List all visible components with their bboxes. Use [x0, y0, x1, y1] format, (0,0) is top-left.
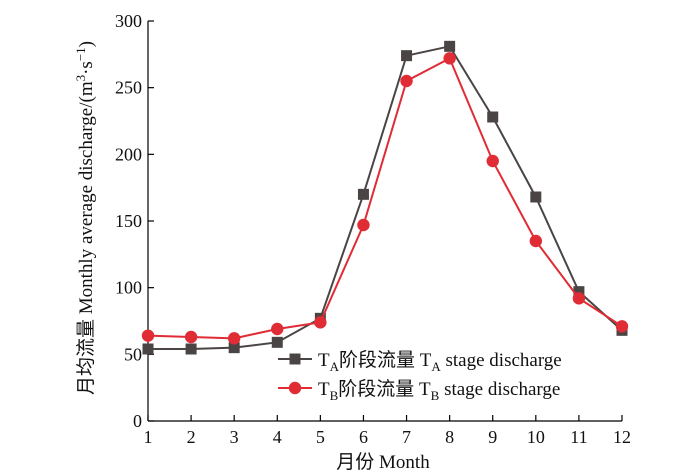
series-1-point [142, 343, 154, 355]
series-2-line [147, 56, 623, 340]
x-tick-label: 9 [488, 427, 497, 447]
series-1-point [444, 40, 456, 52]
y-tick-label: 300 [115, 11, 142, 31]
y-axis-title-prefix: 月均流量 Monthly average discharge/(m [75, 81, 97, 395]
series-2-point [184, 330, 198, 344]
legend-entry-1: TA阶段流量 TA stage discharge [278, 349, 562, 374]
series-2-point [357, 218, 370, 232]
series-1-point [228, 342, 240, 354]
series-2-point [314, 316, 327, 329]
y-axis-title-sup2: −1 [73, 47, 88, 61]
x-tick-label: 2 [187, 427, 196, 447]
series-layer [141, 40, 629, 355]
y-tick-label: 200 [115, 144, 142, 164]
series-2-point [529, 234, 543, 248]
x-tick-label: 3 [230, 427, 239, 447]
series-1 [142, 40, 628, 355]
x-tick-label: 11 [570, 427, 587, 447]
series-2-point [400, 74, 413, 88]
series-2-point [615, 320, 629, 333]
y-tick-label: 250 [115, 78, 142, 98]
y-axis-title: 月均流量 Monthly average discharge/(m3·s−1) [73, 41, 97, 395]
legend-label-part: stage discharge [441, 350, 562, 371]
legend-label: TB阶段流量 TB stage discharge [318, 378, 560, 403]
series-1-point [530, 191, 542, 203]
legend-label: TA阶段流量 TA stage discharge [318, 349, 562, 374]
y-tick-label: 150 [115, 211, 142, 231]
series-1-point [487, 111, 499, 123]
series-2-point [572, 292, 586, 305]
legend-swatch-marker [289, 353, 301, 365]
series-2-point [271, 322, 284, 336]
series-1-point [271, 336, 283, 348]
series-1-point [357, 188, 369, 200]
x-tick-label: 8 [445, 427, 454, 447]
legend-label-part: T [318, 379, 330, 400]
x-tick-label: 1 [144, 427, 153, 447]
legend-label-subscript: A [431, 359, 441, 374]
series-2-point [443, 52, 456, 65]
series-1-point [573, 286, 585, 298]
series-1-point [185, 343, 197, 355]
y-tick-label: 50 [124, 344, 142, 364]
x-tick-label: 7 [402, 427, 411, 447]
y-tick-label: 0 [133, 411, 142, 431]
legend-label-subscript: A [330, 359, 340, 374]
x-tick-label: 12 [613, 427, 631, 447]
legend-swatch-marker [288, 381, 302, 395]
series-2-point [141, 329, 155, 342]
legend-label-subscript: B [330, 388, 339, 403]
x-axis-title: 月份 Month [336, 451, 430, 473]
x-tick-label: 4 [273, 427, 282, 447]
x-tick-label: 6 [359, 427, 368, 447]
series-2-point [486, 154, 499, 168]
series-2 [141, 52, 629, 345]
legend-label-part: T [318, 350, 330, 371]
legend-entry-2: TB阶段流量 TB stage discharge [278, 378, 560, 403]
y-axis-title-sup1: 3 [73, 75, 88, 82]
x-tick-label: 10 [527, 427, 545, 447]
y-axis-title-mid: ·s [76, 61, 97, 75]
x-tick-label: 5 [316, 427, 325, 447]
series-1-line [148, 45, 623, 350]
legend-label-part: 阶段流量 T [338, 378, 431, 400]
series-2-point [227, 332, 241, 345]
legend-label-part: 阶段流量 T [339, 349, 432, 371]
legend-label-subscript: B [431, 388, 440, 403]
legend-label-part: stage discharge [439, 379, 560, 400]
y-tick-label: 100 [115, 278, 142, 298]
y-axis-title-suffix: ) [76, 41, 97, 47]
series-1-point [401, 50, 413, 62]
